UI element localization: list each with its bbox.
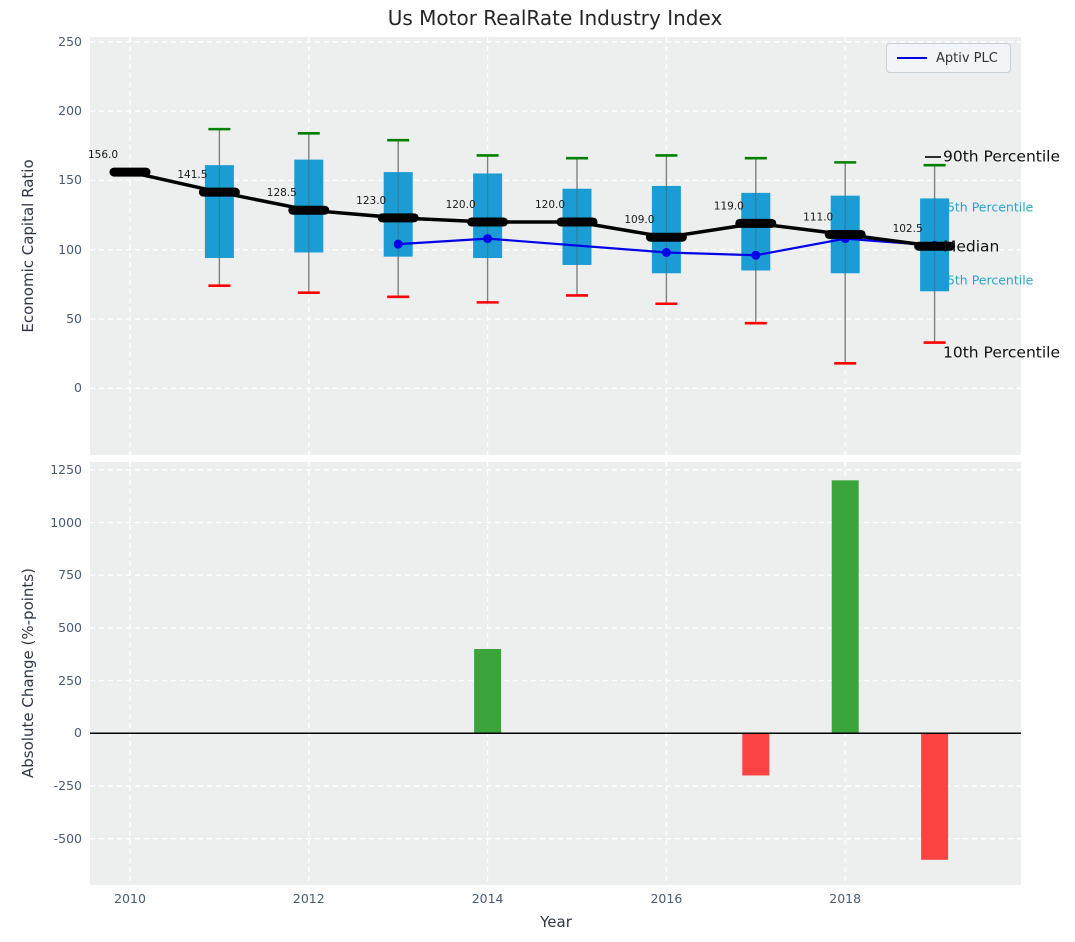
xtick-2012: 2012 (292, 891, 325, 906)
ytick-bottom--500: -500 (53, 830, 82, 846)
xtick-2010: 2010 (114, 891, 146, 906)
median-value-annotation: 102.5 (893, 223, 923, 235)
median-segment (645, 232, 687, 242)
ytick-bottom-750: 750 (58, 567, 82, 583)
median-value-annotation: 111.0 (803, 211, 833, 223)
legend-label: Aptiv PLC (936, 50, 998, 66)
ytick-top-200: 200 (58, 103, 82, 119)
median-trend-line (129, 170, 935, 248)
median-value-annotation: 128.5 (267, 187, 297, 199)
median-value-annotation: 119.0 (714, 200, 744, 212)
change-bar-2019 (921, 733, 949, 860)
bottom-plot-bg (90, 462, 1021, 885)
aptiv-marker (483, 234, 493, 244)
median-value-annotation: 156.0 (88, 149, 118, 161)
ytick-bottom--250: -250 (53, 778, 82, 793)
median-segment (109, 167, 151, 177)
xtick-2018: 2018 (829, 891, 862, 906)
median-value-annotation: 109.0 (624, 214, 654, 226)
ytick-bottom-1250: 1250 (50, 461, 82, 477)
ytick-top-100: 100 (58, 241, 82, 257)
percentile-label-black: 90th Percentile (943, 148, 1060, 166)
median-segment (824, 229, 866, 239)
top-plot-bg (90, 37, 1021, 455)
median-segment (198, 187, 240, 197)
ytick-top-50: 50 (66, 311, 82, 326)
median-segment (735, 218, 777, 228)
aptiv-marker (393, 239, 403, 249)
percentile-label-black: 10th Percentile (943, 344, 1060, 362)
change-bar-2018 (831, 480, 859, 734)
xtick-2016: 2016 (650, 891, 683, 906)
bottom-plot-area (90, 462, 1021, 885)
median-segment (377, 213, 419, 223)
x-axis-label: Year (540, 913, 572, 931)
median-segment (288, 205, 330, 215)
median-segment (914, 241, 956, 251)
median-value-annotation: 141.5 (177, 169, 207, 181)
aptiv-line (398, 237, 935, 257)
percentile-label-black: Median (943, 238, 999, 256)
chart-title: Us Motor RealRate Industry Index (387, 6, 723, 30)
aptiv-marker (751, 250, 761, 260)
percentile-label-cyan: 25th Percentile (939, 273, 1034, 288)
change-bar-2017 (742, 733, 770, 776)
change-bar-2014 (474, 648, 502, 734)
median-segment (556, 217, 598, 227)
ytick-bottom-500: 500 (58, 619, 82, 635)
legend-line-sample (897, 57, 927, 59)
median-value-annotation: 120.0 (535, 199, 565, 211)
ytick-top-150: 150 (58, 172, 82, 188)
percentile-label-cyan: 75th Percentile (939, 200, 1034, 215)
median-segment (467, 217, 509, 227)
ytick-top-0: 0 (74, 380, 82, 396)
ytick-bottom-0: 0 (74, 725, 82, 741)
xtick-2014: 2014 (471, 891, 504, 906)
median-value-annotation: 120.0 (446, 199, 476, 211)
ytick-bottom-1000: 1000 (50, 514, 82, 530)
median-value-annotation: 123.0 (356, 195, 386, 207)
aptiv-marker (661, 247, 671, 257)
legend: Aptiv PLC (886, 43, 1011, 73)
ytick-top-250: 250 (58, 33, 82, 49)
top-plot-area: 75th Percentile 25th Percentile 156.0 141.5… (88, 37, 1060, 455)
ytick-bottom-250: 250 (58, 672, 82, 688)
